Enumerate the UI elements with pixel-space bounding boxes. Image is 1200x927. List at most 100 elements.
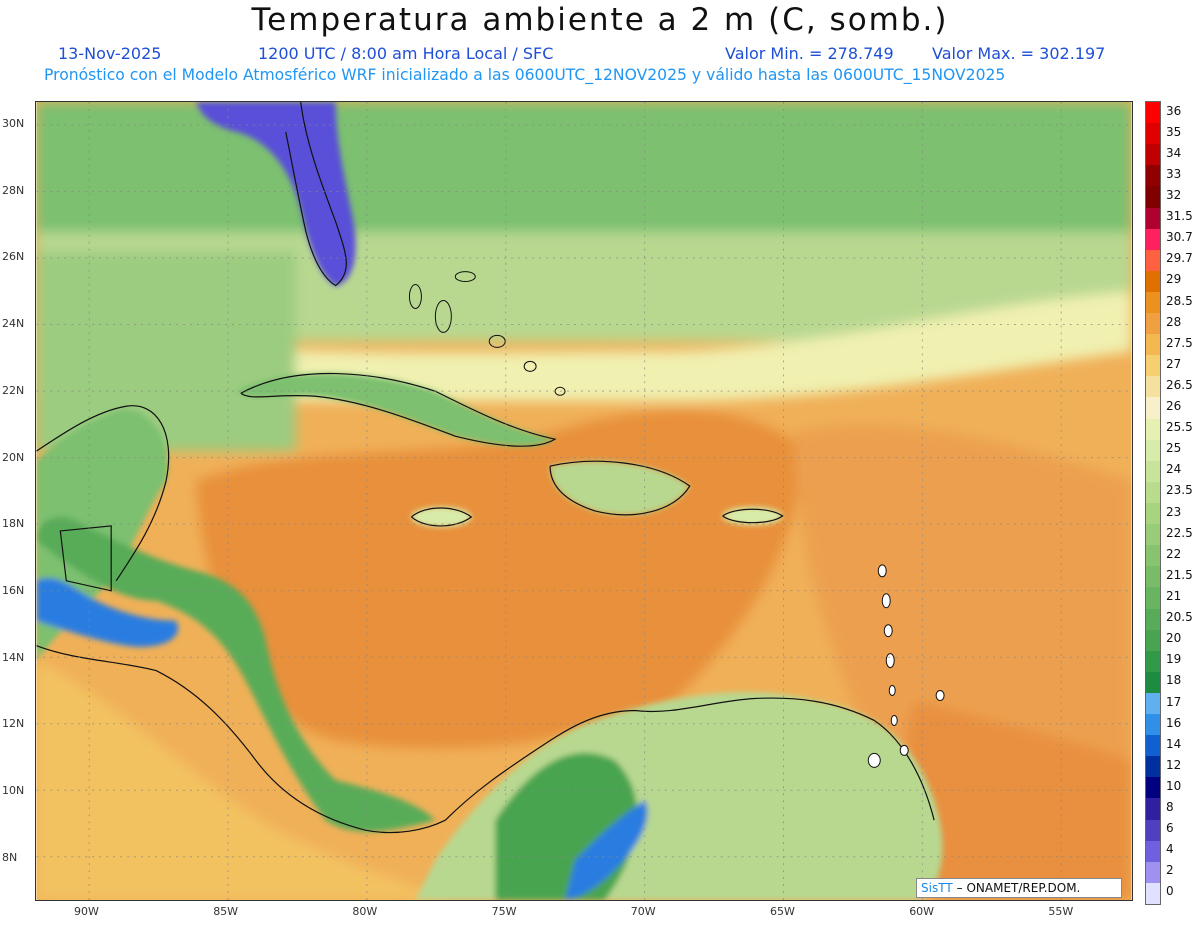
- lat-tick-label: 22N: [2, 383, 25, 397]
- lat-tick-label: 24N: [2, 317, 25, 331]
- hispaniola: [550, 461, 690, 515]
- colorbar-label: 19: [1166, 652, 1182, 667]
- colorbar-swatch: [1146, 313, 1160, 335]
- colorbar-label: 36: [1166, 103, 1182, 118]
- colorbar-swatch: [1146, 481, 1160, 504]
- lat-tick-label: 12N: [2, 717, 25, 731]
- lesser-antilles: [867, 564, 945, 768]
- andes-blue: [565, 800, 648, 900]
- colorbar-label: 2: [1166, 863, 1174, 878]
- colorbar-label: 17: [1166, 694, 1182, 709]
- colorbar-swatch: [1146, 692, 1160, 715]
- central-america-coast: [36, 645, 446, 834]
- colorbar-swatch: [1146, 861, 1160, 884]
- colorbar-label: 22.5: [1166, 525, 1193, 540]
- colorbar-swatch: [1146, 798, 1160, 821]
- credit-box: SisTT – ONAMET/REP.DOM.: [916, 878, 1122, 898]
- colorbar-swatch: [1146, 714, 1160, 736]
- colorbar-label: 28: [1166, 314, 1182, 329]
- colorbar-label: 23.5: [1166, 483, 1193, 498]
- colorbar-label: 4: [1166, 842, 1174, 857]
- colorbar-swatch: [1146, 397, 1160, 420]
- puerto-rico: [722, 506, 783, 525]
- colorbar-label: 30.7: [1166, 230, 1193, 245]
- temperature-map: [35, 101, 1133, 901]
- colorbar-label: 14: [1166, 736, 1182, 751]
- brand-label: SisTT: [921, 881, 953, 895]
- lat-tick-label: 18N: [2, 517, 25, 531]
- org-label: – ONAMET/REP.DOM.: [956, 881, 1081, 895]
- south-america-coast: [444, 697, 935, 821]
- colorbar-swatch: [1146, 186, 1160, 208]
- colorbar: [1145, 101, 1161, 905]
- yucatan-coast: [36, 405, 170, 582]
- cuba-coast: [240, 372, 557, 447]
- subtitle: Pronóstico con el Modelo Atmosférico WRF…: [44, 66, 1006, 84]
- colorbar-swatch: [1146, 756, 1160, 778]
- colorbar-label: 26.5: [1166, 377, 1193, 392]
- colorbar-label: 21: [1166, 588, 1182, 603]
- colorbar-label: 29: [1166, 272, 1182, 287]
- colorbar-label: 24: [1166, 462, 1182, 477]
- colorbar-swatch: [1146, 503, 1160, 525]
- colorbar-label: 32: [1166, 187, 1182, 202]
- colorbar-swatch: [1146, 123, 1160, 145]
- colorbar-label: 0: [1166, 884, 1174, 899]
- max-value-label: Valor Max. = 302.197: [932, 44, 1106, 63]
- colorbar-swatch: [1146, 165, 1160, 187]
- colorbar-label: 22: [1166, 546, 1182, 561]
- colorbar-swatch: [1146, 629, 1160, 652]
- colorbar-swatch: [1146, 102, 1160, 124]
- colorbar-swatch: [1146, 207, 1160, 230]
- colorbar-label: 21.5: [1166, 567, 1193, 582]
- lat-tick-label: 28N: [2, 183, 25, 197]
- colorbar-label: 12: [1166, 757, 1182, 772]
- colorbar-label: 33: [1166, 166, 1182, 181]
- colorbar-swatch: [1146, 334, 1160, 356]
- colorbar-swatch: [1146, 355, 1160, 377]
- colorbar-label: 20.5: [1166, 610, 1193, 625]
- colorbar-swatch: [1146, 671, 1160, 694]
- colorbar-label: 35: [1166, 124, 1182, 139]
- lat-tick-label: 8N: [2, 850, 18, 864]
- lon-tick-label: 55W: [1048, 905, 1074, 918]
- colorbar-swatch: [1146, 228, 1160, 251]
- central-america: [36, 517, 436, 832]
- florida-coast: [285, 102, 347, 287]
- colorbar-label: 25.5: [1166, 420, 1193, 435]
- colorbar-label: 20: [1166, 631, 1182, 646]
- colorbar-swatch: [1146, 608, 1160, 631]
- colorbar-swatch: [1146, 840, 1160, 863]
- lon-tick-label: 70W: [630, 905, 656, 918]
- colorbar-label: 26: [1166, 399, 1182, 414]
- gulf-west: [36, 251, 296, 452]
- south-warm-zone: [905, 700, 1132, 900]
- colorbar-label: 18: [1166, 673, 1182, 688]
- jamaica: [411, 506, 472, 527]
- lat-tick-label: 30N: [2, 117, 25, 130]
- pacific-side: [36, 660, 456, 900]
- colorbar-swatch: [1146, 418, 1160, 441]
- colorbar-swatch: [1146, 819, 1160, 842]
- colorbar-swatch: [1146, 291, 1160, 314]
- colorbar-swatch: [1146, 460, 1160, 483]
- lon-tick-label: 80W: [352, 905, 378, 918]
- lat-tick-label: 10N: [2, 784, 25, 797]
- colorbar-swatch: [1146, 545, 1160, 567]
- colorbar-swatch: [1146, 524, 1160, 546]
- colorbar-swatch: [1146, 777, 1160, 799]
- colorbar-label: 31.5: [1166, 209, 1193, 224]
- honduras-blue: [36, 578, 178, 647]
- time-label: 1200 UTC / 8:00 am Hora Local / SFC: [258, 44, 554, 63]
- colorbar-label: 6: [1166, 821, 1174, 836]
- colorbar-swatch: [1146, 144, 1160, 166]
- lon-tick-label: 75W: [491, 905, 517, 918]
- colorbar-swatch: [1146, 376, 1160, 398]
- colorbar-label: 8: [1166, 800, 1174, 815]
- colorbar-label: 25: [1166, 441, 1182, 456]
- colorbar-label: 27: [1166, 356, 1182, 371]
- lat-tick-label: 20N: [2, 450, 25, 464]
- colorbar-label: 10: [1166, 778, 1182, 793]
- hispaniola-coast: [549, 460, 691, 516]
- colorbar-swatch: [1146, 882, 1160, 905]
